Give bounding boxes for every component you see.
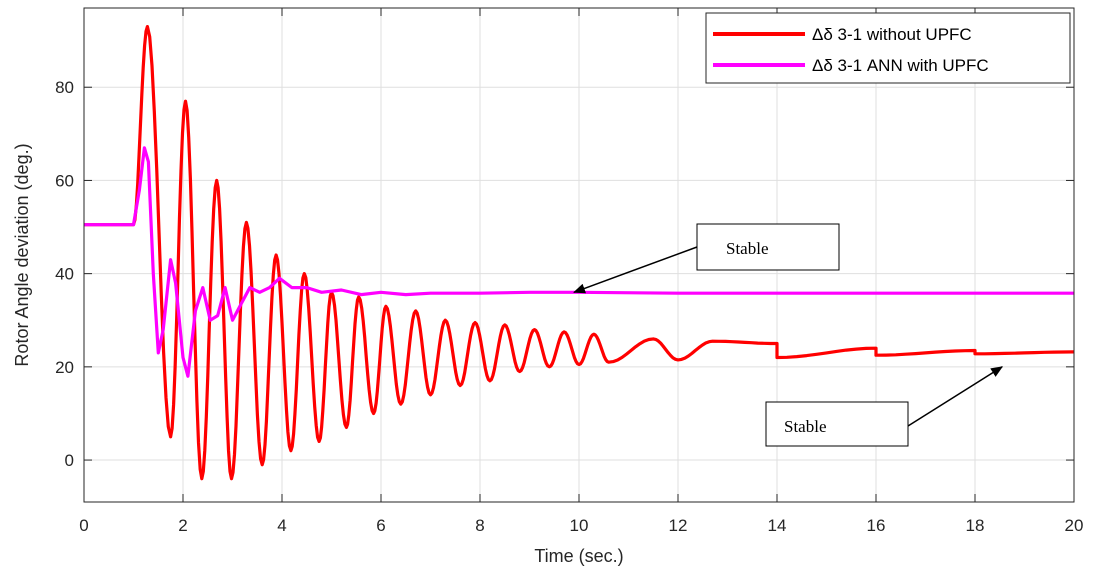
legend-box bbox=[705, 12, 1071, 84]
legend: Δδ 3-1 without UPFC Δδ 3-1 ANN with UPFC bbox=[705, 12, 1071, 84]
x-tick-label: 2 bbox=[178, 516, 187, 535]
x-tick-label: 18 bbox=[966, 516, 985, 535]
y-tick-label: 20 bbox=[55, 358, 74, 377]
annotation-stable-no-upfc: Stable bbox=[765, 366, 1004, 447]
annotation-arrow-stable-no-upfc bbox=[907, 366, 1004, 427]
x-tick-label: 12 bbox=[669, 516, 688, 535]
x-tick-label: 10 bbox=[570, 516, 589, 535]
x-tick-label: 0 bbox=[79, 516, 88, 535]
x-tick-label: 14 bbox=[768, 516, 787, 535]
legend-label-without-upfc: Δδ 3-1 without UPFC bbox=[812, 25, 972, 44]
x-axis-label: Time (sec.) bbox=[534, 546, 623, 566]
annotation-text-stable-no-upfc: Stable bbox=[784, 417, 827, 436]
y-tick-label: 40 bbox=[55, 265, 74, 284]
x-tick-label: 16 bbox=[867, 516, 886, 535]
y-tick-label: 80 bbox=[55, 78, 74, 97]
tick-labels: 0 2 4 6 8 10 12 14 16 18 20 0 20 40 60 80 bbox=[55, 78, 1083, 535]
series-line-ann-with-upfc bbox=[84, 146, 1074, 378]
x-tick-label: 4 bbox=[277, 516, 286, 535]
x-tick-label: 6 bbox=[376, 516, 385, 535]
annotation-stable-upfc: Stable bbox=[573, 223, 840, 294]
ticks bbox=[83, 8, 1075, 502]
x-tick-label: 8 bbox=[475, 516, 484, 535]
annotation-box-stable-no-upfc bbox=[765, 401, 909, 447]
annotation-text-stable-upfc: Stable bbox=[726, 239, 769, 258]
x-tick-label: 20 bbox=[1065, 516, 1084, 535]
annotation-arrow-stable-upfc bbox=[573, 246, 698, 294]
legend-label-ann-with-upfc: Δδ 3-1 ANN with UPFC bbox=[812, 56, 989, 75]
series-line-without-upfc bbox=[84, 25, 1074, 481]
y-tick-label: 0 bbox=[65, 451, 74, 470]
y-tick-label: 60 bbox=[55, 171, 74, 190]
annotation-box-stable-upfc bbox=[696, 223, 840, 271]
y-axis-label: Rotor Angle deviation (deg.) bbox=[12, 143, 32, 366]
